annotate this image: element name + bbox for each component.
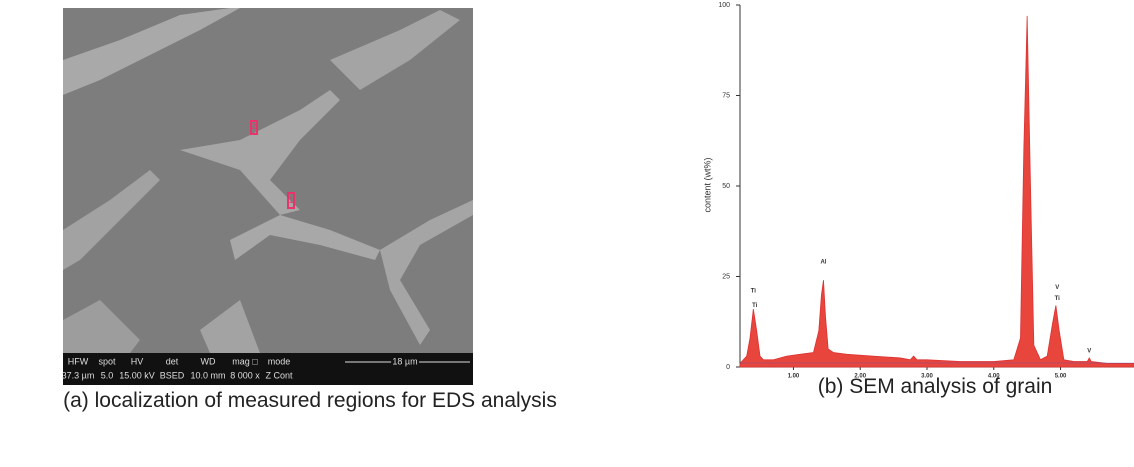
peak-label: V — [1087, 348, 1091, 354]
caption-b: (b) SEM analysis of grain — [760, 373, 1110, 401]
peak-label: Ti — [752, 303, 758, 309]
marker-label: 2 — [252, 122, 257, 131]
info-value: BSED — [160, 370, 185, 380]
caption-a: (a) localization of measured regions for… — [60, 387, 560, 415]
info-value: Z Cont — [265, 370, 293, 380]
info-header: spot — [98, 356, 116, 366]
info-header: mode — [268, 356, 291, 366]
peak-label: Ti — [1025, 0, 1031, 1]
y-tick-label: 0 — [726, 364, 730, 371]
info-header: det — [166, 356, 179, 366]
peak-label: V — [1055, 285, 1059, 291]
marker-label: 1 — [289, 196, 294, 205]
info-value: 15.00 kV — [119, 370, 155, 380]
info-header: HFW — [68, 356, 89, 366]
info-header: HV — [131, 356, 144, 366]
info-value: 37.3 µm — [62, 370, 95, 380]
y-tick-label: 25 — [722, 273, 730, 280]
peak-label: Ti — [751, 289, 757, 295]
peak-label: Ti — [1055, 296, 1061, 302]
scale-bar-label: 18 µm — [392, 356, 417, 366]
spectrum-area — [740, 16, 1134, 367]
y-tick-label: 75 — [722, 92, 730, 99]
info-value: 10.0 mm — [190, 370, 225, 380]
peak-label: Al — [820, 260, 826, 266]
info-value: 5.0 — [101, 370, 114, 380]
figure: 2 1 HFW 37.3 µmspot 5.0 HV 15.00 kV det BSED WD… — [0, 0, 1134, 467]
y-tick-label: 50 — [722, 183, 730, 190]
y-axis-label: content (wt%) — [702, 157, 712, 212]
y-tick-label: 100 — [718, 2, 730, 9]
info-header: mag □ — [232, 356, 258, 366]
info-value: 8 000 x — [230, 370, 260, 380]
info-header: WD — [201, 356, 216, 366]
